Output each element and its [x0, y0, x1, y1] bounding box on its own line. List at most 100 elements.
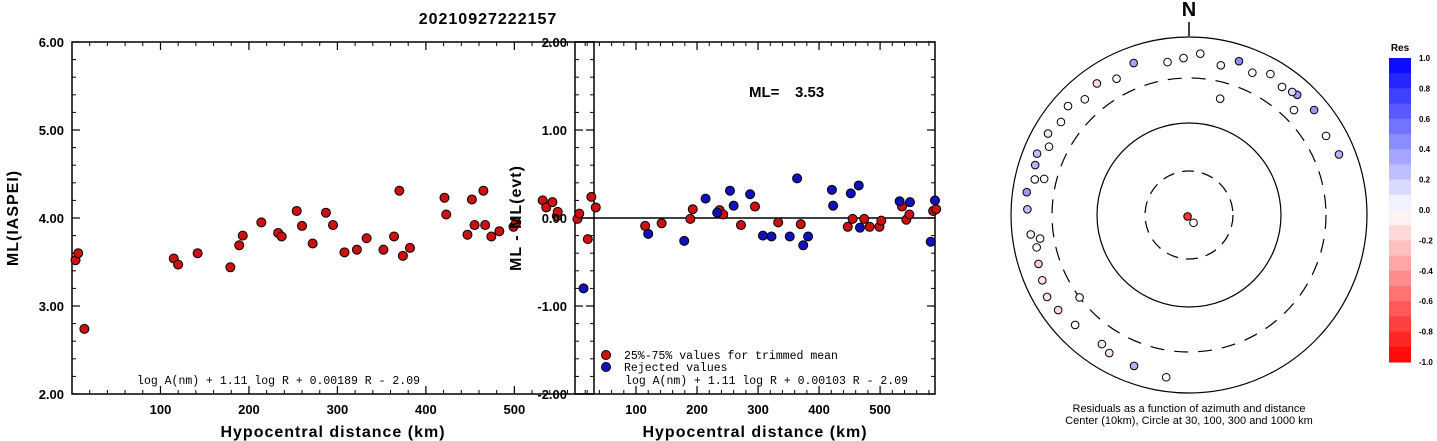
data-point-red	[234, 240, 245, 251]
p1-ytick-label: 6.00	[39, 35, 64, 50]
data-point-red	[590, 202, 601, 213]
station-marker	[1032, 243, 1041, 252]
colorbar-segment	[1389, 88, 1411, 105]
data-point-blue	[766, 231, 777, 242]
data-point-red	[389, 231, 400, 242]
p1-xlabel: Hypocentral distance (km)	[220, 424, 445, 441]
station-marker	[1112, 74, 1121, 83]
colorbar-segment	[1389, 316, 1411, 333]
station-marker	[1022, 187, 1032, 197]
station-marker	[1026, 230, 1036, 239]
ring-100km	[1096, 122, 1282, 308]
p2-ytick-label: 1.00	[542, 123, 567, 138]
data-point-blue	[757, 230, 768, 241]
data-point-red	[225, 262, 236, 273]
ml-label: ML=	[749, 84, 780, 101]
colorbar-segment	[1389, 179, 1411, 196]
colorbar: 1.0 0.8 0.6 0.4 0.2 0.0 -0.2 -0.4 -0.6 -0.8 -1.0	[1389, 54, 1433, 367]
station-marker	[1183, 212, 1192, 221]
station-marker	[1248, 68, 1257, 78]
data-point-red	[876, 215, 887, 226]
legend-marker-accepted	[601, 350, 611, 360]
data-point-red	[79, 323, 90, 334]
p1-formula: log A(nm) + 1.11 log R + 0.00189 R - 2.0…	[137, 375, 420, 388]
data-point-blue	[679, 235, 690, 246]
data-point-red	[685, 213, 696, 224]
data-point-blue	[745, 189, 756, 200]
p2-xtick-label: 300	[747, 402, 769, 417]
station-marker	[1035, 234, 1045, 243]
station-marker	[1023, 205, 1032, 214]
data-point-red	[904, 209, 915, 220]
colorbar-tick-label: 1.0	[1419, 54, 1431, 63]
data-point-blue	[894, 196, 905, 207]
station-marker	[1277, 82, 1287, 92]
data-point-blue	[854, 222, 865, 233]
data-point-blue	[728, 200, 739, 211]
data-point-blue	[845, 188, 856, 199]
station-marker	[1189, 218, 1198, 228]
data-point-blue	[792, 173, 803, 184]
p2-ylabel: ML - ML(evt)	[508, 165, 525, 271]
colorbar-segment	[1389, 210, 1411, 226]
data-point-blue	[712, 207, 723, 218]
p2-ytick-label: 0.00	[542, 211, 567, 226]
colorbar-segment	[1389, 73, 1411, 89]
p1-ylabel: ML(IASPEI)	[5, 170, 22, 266]
p2-formula: log A(nm) + 1.11 log R + 0.00103 R - 2.0…	[625, 375, 908, 388]
data-point-red	[320, 207, 331, 218]
station-marker	[1289, 105, 1299, 115]
panel-azimuth: N Residuals as a function of azimuth and…	[1010, 0, 1433, 427]
ring-1000km	[1010, 36, 1368, 394]
colorbar-segment	[1389, 134, 1411, 150]
data-point-red	[291, 205, 302, 216]
station-marker	[1309, 105, 1319, 115]
data-point-blue	[904, 197, 915, 208]
station-marker	[1129, 58, 1138, 68]
colorbar-tick-label: 0.0	[1419, 206, 1431, 215]
data-point-red	[297, 220, 308, 231]
data-point-red	[859, 213, 870, 224]
data-point-red	[494, 226, 505, 237]
colorbar-tick-label: 0.8	[1419, 84, 1431, 93]
station-marker	[1070, 320, 1080, 330]
p1-ytick-label: 5.00	[39, 123, 64, 138]
data-point-red	[339, 247, 350, 258]
p2-ytick-label: -1.00	[537, 299, 567, 314]
data-point-red	[486, 231, 497, 242]
data-point-red	[441, 209, 452, 220]
colorbar-tick-label: -1.0	[1419, 358, 1433, 367]
data-point-red	[735, 220, 746, 231]
station-marker	[1056, 117, 1066, 127]
data-point-red	[547, 197, 558, 208]
p2-ytick-label: 2.00	[542, 35, 567, 50]
station-marker	[1195, 49, 1205, 58]
data-point-red	[307, 238, 318, 249]
station-marker	[1215, 94, 1225, 104]
colorbar-segment	[1389, 346, 1411, 363]
station-marker	[1266, 69, 1275, 79]
station-marker	[1161, 372, 1171, 382]
data-point-red	[466, 194, 477, 205]
data-point-red	[478, 185, 489, 196]
ml-value: 3.53	[795, 84, 824, 101]
data-point-red	[361, 233, 372, 244]
data-point-red	[795, 219, 806, 230]
data-point-blue	[925, 236, 936, 247]
station-marker	[1179, 53, 1188, 63]
panel-ml-residual: 100 200 300 400 500 -2.00 -1.00 0.00 1.00 2.00 Hy…	[508, 35, 942, 441]
station-marker	[1334, 150, 1344, 159]
data-point-red	[847, 213, 858, 224]
p2-ticks: 100 200 300 400 500 -2.00 -1.00 0.00 1.00 2.00	[537, 35, 935, 417]
station-marker	[1034, 259, 1043, 269]
colorbar-tick-label: -0.8	[1419, 328, 1433, 337]
station-marker	[1163, 57, 1172, 67]
colorbar-segment	[1389, 149, 1411, 165]
data-point-red	[687, 204, 698, 215]
station-marker	[1030, 175, 1040, 184]
p2-xtick-label: 400	[808, 402, 830, 417]
p1-xtick-label: 500	[504, 402, 526, 417]
station-marker	[1097, 339, 1107, 349]
figure-title: 20210927222157	[419, 11, 558, 28]
colorbar-title: Res	[1391, 43, 1410, 54]
